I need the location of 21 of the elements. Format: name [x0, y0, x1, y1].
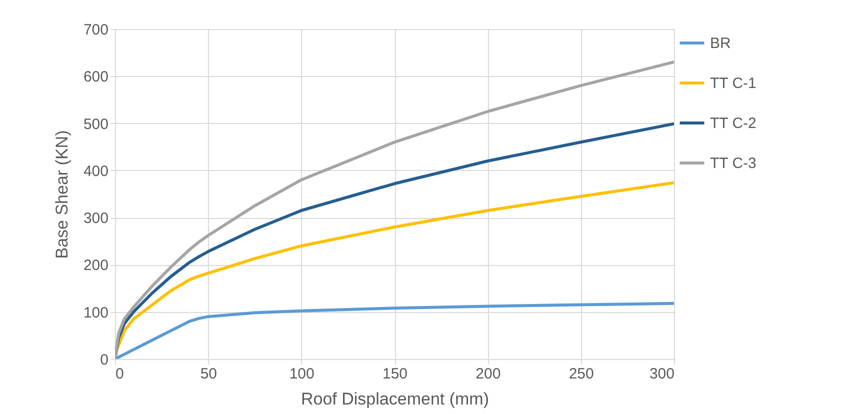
y-tick-label: 100 [83, 304, 108, 322]
legend-label: TT C-1 [710, 75, 756, 92]
x-tick-label: 150 [382, 366, 408, 382]
x-tick-label: 100 [289, 366, 314, 382]
x-tick-label: 0 [116, 366, 124, 382]
y-axis-title: Base Shear (KN) [52, 130, 72, 259]
x-tick-label: 250 [568, 366, 594, 382]
y-tick-label: 0 [100, 352, 108, 368]
y-tick-label: 700 [83, 22, 108, 38]
y-tick-label: 300 [83, 210, 108, 228]
x-tick-label: 200 [476, 366, 501, 382]
y-tick-label: 600 [83, 68, 108, 86]
y-tick-label: 200 [83, 257, 108, 274]
legend-label: TT C-2 [710, 115, 756, 132]
y-tick-label: 500 [83, 116, 108, 133]
x-axis-title: Roof Displacement (mm) [301, 390, 489, 408]
x-tick-label: 300 [649, 366, 674, 382]
legend-label: TT C-3 [710, 155, 756, 172]
x-tick-label: 50 [200, 366, 218, 382]
y-tick-label: 400 [83, 162, 108, 180]
legend-label: BR [710, 35, 732, 52]
